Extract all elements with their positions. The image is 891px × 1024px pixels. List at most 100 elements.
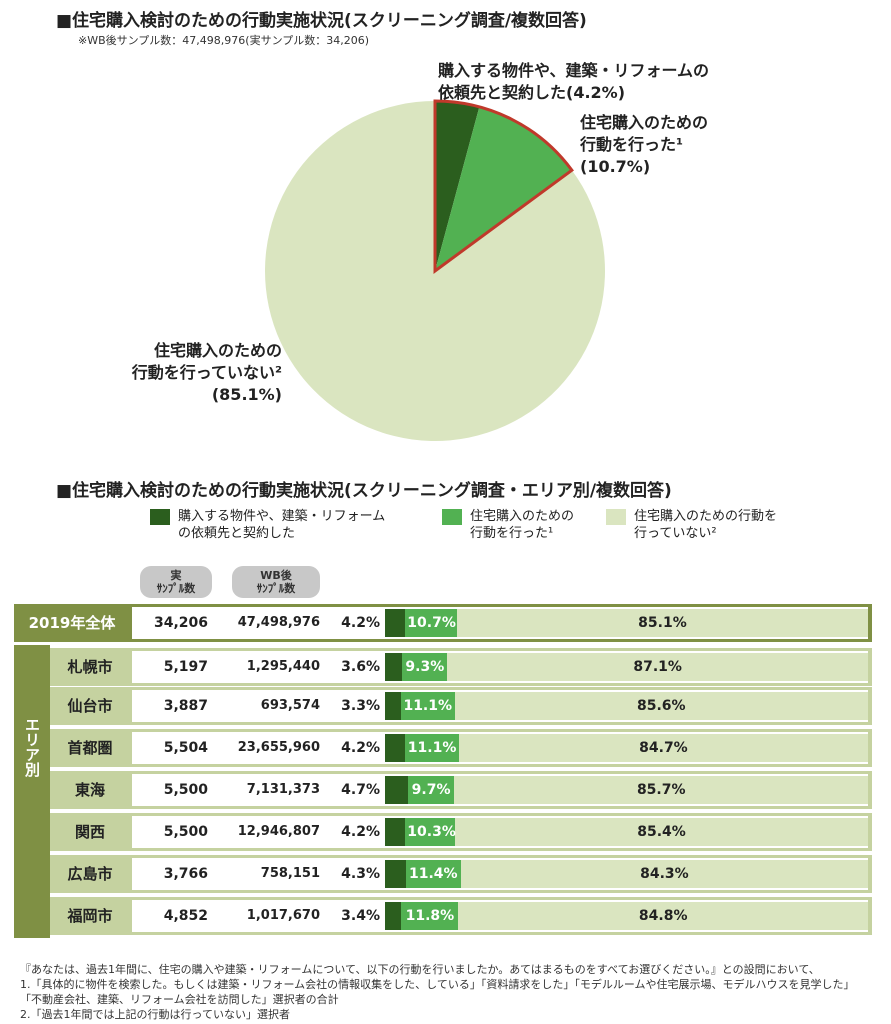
legend-action-line2: 行動を行った¹ (470, 526, 554, 541)
pie-label-contracted-line1: 購入する物件や、建築・リフォームの (438, 61, 710, 80)
bar-segment-action (405, 818, 456, 846)
bar-segment-action (405, 734, 459, 762)
none-percent-label: 85.4% (637, 824, 686, 840)
none-percent-label: 84.8% (638, 908, 688, 924)
contracted-percent-label: 4.2% (341, 824, 380, 840)
action-percent-label: 11.4% (409, 866, 458, 882)
bar-segment-none (454, 692, 868, 720)
pie-slice-contracted (435, 101, 480, 271)
table-row-hiroshima: 広島市 3,766 758,151 4.3% 11.4% 84.3% (50, 855, 872, 893)
bar-segment-contracted (385, 653, 403, 681)
none-percent-label: 85.6% (636, 698, 686, 714)
col-header-wb-l2: ｻﾝﾌﾟﾙ数 (256, 582, 296, 595)
legend-action-line1: 住宅購入のための (470, 509, 575, 524)
action-percent-label: 9.7% (411, 782, 451, 798)
area-side-label: エリア別 (14, 645, 50, 938)
bar-segment-action (405, 609, 457, 637)
row-label: 関西 (74, 823, 105, 841)
bar-segment-contracted (385, 692, 401, 720)
col-header-wb-samples: WB後 ｻﾝﾌﾟﾙ数 (232, 566, 320, 598)
wb-sample-count: 12,946,807 (237, 824, 320, 839)
bar-chart-title: ■住宅購入検討のための行動実施状況(スクリーニング調査・エリア別/複数回答) (56, 481, 672, 501)
footnote-2: 2.「過去1年間では上記の行動は行っていない」選択者 (20, 1008, 290, 1021)
none-percent-label: 85.7% (636, 782, 686, 798)
legend-item-contracted: 購入する物件や、建築・リフォーム の依頼先と契約した (150, 508, 385, 542)
col-header-real-l1: 実 (170, 569, 182, 582)
bar-segment-action (405, 860, 461, 888)
bar-segment-none (455, 818, 868, 846)
real-sample-count: 5,500 (163, 824, 208, 840)
pie-label-contracted-line2: 依頼先と契約した(4.2%) (438, 83, 626, 102)
pie-chart-title: ■住宅購入検討のための行動実施状況(スクリーニング調査/複数回答) (56, 11, 587, 31)
legend-swatch-contracted (150, 509, 170, 525)
row-label: 福岡市 (67, 907, 113, 925)
bar-segment-contracted (385, 776, 408, 804)
footnote-1: 1.「具体的に物件を検索した。もしくは建築・リフォーム会社の情報収集をした、して… (20, 978, 855, 991)
bar-segment-contracted (385, 860, 406, 888)
legend-text-contracted: 購入する物件や、建築・リフォーム の依頼先と契約した (178, 508, 385, 542)
pie-slice-action (435, 106, 572, 271)
row-label: 広島市 (67, 865, 113, 883)
wb-sample-count: 1,295,440 (246, 659, 320, 674)
contracted-percent-label: 4.2% (341, 615, 380, 631)
contracted-percent-label: 3.6% (341, 659, 380, 675)
legend-item-none: 住宅購入のための行動を 行っていない² (606, 508, 777, 542)
wb-sample-count: 47,498,976 (237, 615, 320, 630)
table-row-fukuoka: 福岡市 4,852 1,017,670 3.4% 11.8% 84.8% (50, 897, 872, 935)
legend-none-line1: 住宅購入のための行動を (634, 509, 778, 524)
footnote-1-cont: 「不動産会社、建築、リフォーム会社を訪問した」選択者の合計 (20, 993, 339, 1006)
table-row-kansai: 関西 5,500 12,946,807 4.2% 10.3% 85.4% (50, 813, 872, 851)
bar-segment-none (460, 860, 868, 888)
action-percent-label: 11.1% (407, 740, 457, 756)
real-sample-count: 34,206 (153, 615, 208, 631)
bar-segment-contracted (385, 818, 406, 846)
action-percent-label: 11.1% (403, 698, 453, 714)
legend-contracted-line1: 購入する物件や、建築・リフォーム (178, 509, 386, 524)
table-row-sendai: 仙台市 3,887 693,574 3.3% 11.1% 85.6% (50, 687, 872, 725)
pie-chart (265, 99, 605, 441)
none-percent-label: 87.1% (633, 659, 682, 675)
bar-segment-contracted (385, 609, 406, 637)
area-side-label-text: エリア別 (23, 717, 41, 777)
legend-text-action: 住宅購入のための 行動を行った¹ (470, 508, 574, 542)
action-percent-label: 9.3% (405, 659, 445, 675)
legend-contracted-line2: の依頼先と契約した (178, 526, 296, 541)
pie-label-none-line3: (85.1%) (211, 385, 282, 404)
contracted-percent-label: 4.7% (341, 782, 380, 798)
legend-swatch-none (606, 509, 626, 525)
table-row-tokai: 東海 5,500 7,131,373 4.7% 9.7% 85.7% (50, 771, 872, 809)
pie-label-none-line2: 行動を行っていない² (131, 363, 282, 382)
table-row-shutoken: 首都圏 5,504 23,655,960 4.2% 11.1% 84.7% (50, 729, 872, 767)
col-header-real-l2: ｻﾝﾌﾟﾙ数 (156, 582, 196, 595)
legend-swatch-action (442, 509, 462, 525)
contracted-percent-label: 4.2% (341, 740, 380, 756)
pie-label-action-line2: 行動を行った¹ (580, 135, 684, 154)
row-label: 首都圏 (67, 739, 113, 757)
pie-label-action-line1: 住宅購入のための (580, 113, 709, 132)
table-row-total: 2019年全体 34,206 47,498,976 4.2% 10.7% 85.1% (14, 604, 872, 642)
none-percent-label: 84.3% (640, 866, 689, 882)
bar-segment-none (456, 609, 868, 637)
wb-sample-count: 758,151 (260, 866, 320, 881)
bar-segment-action (400, 692, 455, 720)
table-row-sapporo: 札幌市 5,197 1,295,440 3.6% 9.3% 87.1% (50, 648, 872, 686)
pie-label-none-line1: 住宅購入のための (153, 341, 282, 360)
legend-none-line2: 行っていない² (634, 526, 717, 541)
action-percent-label: 11.8% (405, 908, 455, 924)
row-label: 仙台市 (67, 697, 113, 715)
row-label: 札幌市 (67, 658, 113, 676)
contracted-percent-label: 3.4% (341, 908, 380, 924)
legend-item-action: 住宅購入のための 行動を行った¹ (442, 508, 574, 542)
bar-segment-none (454, 776, 868, 804)
pie-label-contracted: 購入する物件や、建築・リフォームの 依頼先と契約した(4.2%) (438, 60, 709, 104)
real-sample-count: 5,504 (163, 740, 208, 756)
footnotes: 『あなたは、過去1年間に、住宅の購入や建築・リフォームについて、以下の行動を行い… (20, 962, 855, 1022)
row-label: 2019年全体 (28, 614, 116, 632)
real-sample-count: 5,197 (163, 659, 208, 675)
legend-text-none: 住宅購入のための行動を 行っていない² (634, 508, 777, 542)
bar-segment-action (407, 776, 455, 804)
wb-sample-count: 7,131,373 (246, 782, 320, 797)
row-label: 東海 (74, 781, 105, 799)
wb-sample-count: 693,574 (260, 698, 320, 713)
col-header-wb-l1: WB後 (260, 569, 292, 582)
